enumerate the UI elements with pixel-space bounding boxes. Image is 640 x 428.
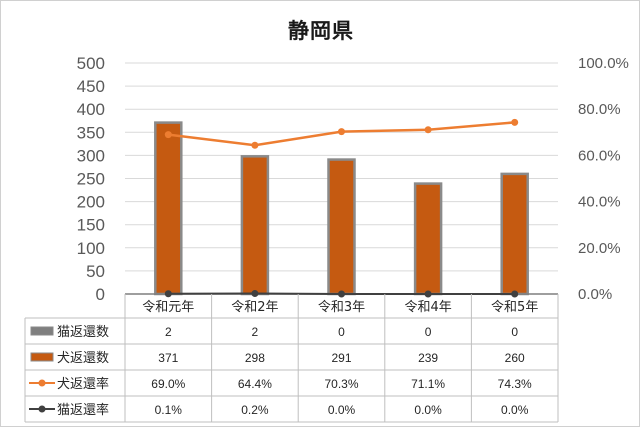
point-猫返還率: [338, 291, 345, 298]
data-label: 74.3%: [498, 377, 532, 391]
data-label: 0.1%: [155, 403, 183, 417]
point-猫返還率: [165, 290, 172, 297]
y-left-tick-label: 250: [77, 170, 105, 189]
y-left-tick-label: 0: [96, 285, 105, 304]
data-label: 0: [511, 325, 518, 339]
data-label: 69.0%: [151, 377, 185, 391]
category-label: 令和2年: [231, 300, 278, 315]
y-right-tick-label: 80.0%: [578, 101, 621, 118]
category-label: 令和元年: [142, 300, 194, 315]
y-left-tick-label: 500: [77, 54, 105, 73]
data-label: 260: [505, 351, 525, 365]
y-left-tick-label: 400: [77, 100, 105, 119]
y-left-tick-label: 450: [77, 77, 105, 96]
y-right-tick-label: 100.0%: [578, 55, 629, 72]
category-label: 令和4年: [404, 300, 451, 315]
point-犬返還率: [251, 142, 258, 149]
data-label: 0.0%: [501, 403, 529, 417]
data-label: 71.1%: [411, 377, 445, 391]
y-left-tick-label: 300: [77, 146, 105, 165]
point-犬返還率: [165, 131, 172, 138]
legend-label: 猫返還率: [57, 402, 109, 418]
category-label: 令和5年: [491, 300, 538, 315]
data-label: 2: [252, 325, 259, 339]
legend-key-猫返還数: [31, 327, 53, 335]
data-label: 0.2%: [241, 403, 269, 417]
data-label: 291: [331, 351, 351, 365]
data-label: 239: [418, 351, 438, 365]
data-label: 298: [245, 351, 265, 365]
data-label: 64.4%: [238, 377, 272, 391]
point-犬返還率: [425, 126, 432, 133]
y-left-tick-label: 100: [77, 239, 105, 258]
legend-label: 犬返還率: [57, 376, 109, 392]
bar-犬返還数: [502, 174, 528, 294]
point-犬返還率: [338, 128, 345, 135]
y-left-tick-label: 200: [77, 193, 105, 212]
bar-犬返還数: [415, 184, 441, 294]
bar-犬返還数: [242, 156, 268, 294]
data-label: 371: [158, 351, 178, 365]
data-label: 0.0%: [328, 403, 356, 417]
y-right-tick-label: 20.0%: [578, 240, 621, 257]
point-猫返還率: [251, 290, 258, 297]
legend-label: 犬返還数: [57, 351, 109, 366]
data-label: 0: [338, 325, 345, 339]
y-right-tick-label: 0.0%: [578, 286, 612, 303]
y-left-tick-label: 150: [77, 216, 105, 235]
y-left-tick-label: 350: [77, 123, 105, 142]
legend-key-犬返還数: [31, 353, 53, 361]
data-label: 0.0%: [414, 403, 442, 417]
y-left-tick-label: 50: [86, 262, 105, 281]
legend-key-marker-猫返還率: [39, 406, 46, 413]
bar-犬返還数: [155, 123, 181, 294]
data-label: 2: [165, 325, 172, 339]
legend-label: 猫返還数: [57, 325, 109, 340]
point-犬返還率: [511, 119, 518, 126]
point-猫返還率: [511, 291, 518, 298]
category-label: 令和3年: [318, 300, 365, 315]
bar-犬返還数: [329, 160, 355, 294]
legend-key-marker-犬返還率: [39, 380, 46, 387]
data-label: 70.3%: [324, 377, 358, 391]
point-猫返還率: [425, 291, 432, 298]
data-label: 0: [425, 325, 432, 339]
y-right-tick-label: 60.0%: [578, 147, 621, 164]
y-right-tick-label: 40.0%: [578, 194, 621, 211]
